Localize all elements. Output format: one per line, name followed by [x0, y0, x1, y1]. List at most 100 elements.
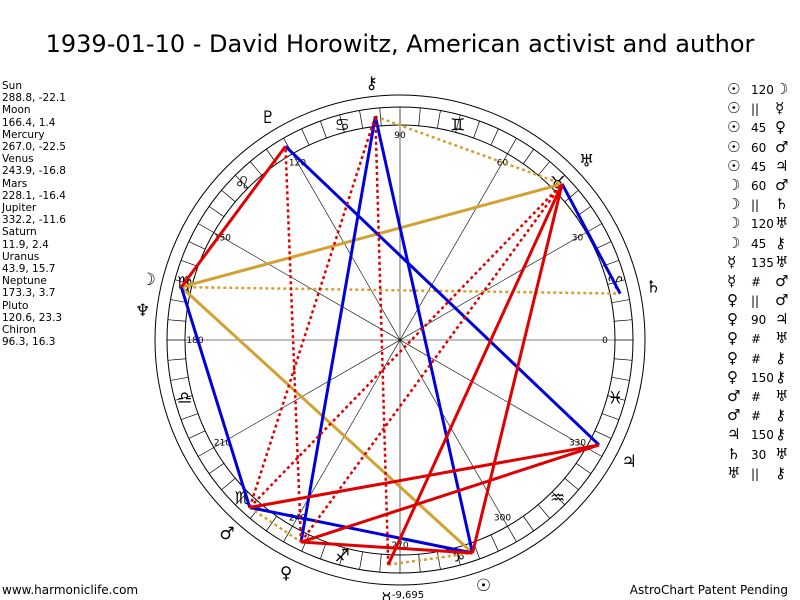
aspect-row: ☽ 60 ♂ [727, 176, 795, 195]
aspect-planet-a: ♀ [727, 367, 738, 386]
position-name: Uranus [2, 250, 40, 263]
aspect-symbol: 120 [751, 217, 774, 232]
aspect-symbol: 135 [751, 255, 774, 270]
aspect-row: ☉ 60 ♂ [727, 138, 795, 157]
aspect-planet-a: ♀ [727, 348, 738, 367]
aspect-row: ♀ || ♂ [727, 291, 795, 310]
outer-circle [154, 94, 646, 586]
position-name: Moon [2, 104, 31, 117]
aspect-symbol: 150 [751, 370, 774, 385]
aspect-row: ♀ 90 ♃ [727, 310, 795, 329]
aspect-row: ☉ 120☽ [727, 80, 795, 99]
degree-label: 150 [214, 234, 231, 244]
aspect-symbol: || [751, 294, 760, 309]
aspect-planet-b: ⚷ [775, 233, 786, 252]
planet-saturn-icon: ♄ [646, 278, 661, 298]
aspect-line [471, 183, 564, 554]
aspect-planet-b: ☽ [775, 80, 789, 98]
aspect-planet-b: ♅ [775, 252, 789, 271]
aspect-row: ♂ # ♅ [727, 387, 795, 406]
aspect-line [386, 183, 564, 566]
degree-tick [319, 120, 327, 139]
aspect-symbol: 60 [751, 140, 767, 155]
aspect-planet-b: ⚷ [775, 348, 786, 367]
footer-patent: AstroChart Patent Pending [629, 583, 788, 597]
extra-label: -9,695 [392, 590, 424, 600]
planet-mars-icon: ♂ [219, 524, 234, 544]
position-value: 332.2, -11.6 [2, 214, 66, 227]
aspect-planet-b: ♂ [775, 175, 789, 194]
planet-uranus-icon: ♅ [579, 151, 594, 171]
aspect-symbol: 45 [751, 159, 767, 174]
degree-tick [507, 138, 517, 154]
aspect-planet-b: ♅ [775, 329, 789, 348]
degree-tick [586, 223, 602, 233]
aspect-planet-a: ♅ [727, 463, 741, 482]
aspect-planet-a: ☽ [727, 195, 741, 214]
degree-tick [180, 413, 199, 421]
sign-gemini-icon: ♊ [450, 116, 465, 136]
aspect-symbol: 150 [751, 428, 774, 443]
aspect-planet-a: ☽ [727, 233, 741, 252]
degree-tick [221, 477, 236, 491]
degree-label: 90 [394, 131, 406, 141]
position-name: Sun [2, 80, 22, 92]
degree-tick [436, 110, 441, 129]
position-value: 43.9, 15.7 [2, 263, 56, 276]
degree-tick [339, 114, 345, 133]
degree-tick [418, 554, 421, 573]
planet-pluto-icon: ♇ [261, 108, 276, 128]
aspect-line [374, 115, 563, 186]
aspect-line [299, 116, 377, 543]
planet-sun-icon: ☉ [476, 576, 491, 596]
degree-tick [221, 189, 236, 203]
position-name: Mercury [2, 128, 45, 141]
degree-tick [607, 395, 626, 401]
degree-tick [537, 504, 551, 519]
aspect-symbol: || [751, 466, 760, 481]
degree-tick [551, 491, 566, 506]
spoke-line [213, 232, 587, 448]
aspect-planet-a: ☉ [727, 118, 741, 137]
chart-title: 1939-01-10 - David Horowitz, American ac… [45, 30, 755, 58]
degree-tick [418, 107, 421, 126]
aspect-planet-a: ♀ [727, 329, 738, 348]
aspect-line [181, 285, 621, 295]
position-value: 120.6, 23.3 [2, 311, 63, 324]
degree-tick [174, 395, 193, 401]
aspect-planet-b: ♀ [775, 118, 786, 137]
position-value: 243.9, -16.8 [2, 165, 66, 178]
aspect-planet-b: ♂ [775, 271, 789, 290]
position-value: 288.8, -22.1 [2, 92, 66, 105]
aspect-planet-a: ♂ [727, 387, 741, 405]
aspect-symbol: 120 [751, 83, 774, 97]
aspect-planet-b: ⚷ [775, 425, 786, 444]
degree-tick [436, 551, 441, 570]
planet-venus-icon: ♀ [280, 564, 292, 584]
degree-tick [283, 526, 293, 542]
aspect-planet-a: ♃ [727, 425, 741, 444]
planet-chiron-icon: ⚷ [365, 74, 377, 94]
sign-sagittarius-icon: ♐ [335, 546, 350, 566]
aspect-planet-b: ☿ [775, 99, 785, 118]
degree-tick [490, 128, 499, 146]
position-name: Mars [2, 177, 28, 190]
aspect-symbol: # [751, 332, 762, 347]
sign-cancer-icon: ♋ [335, 116, 350, 136]
aspect-planet-a: ☉ [727, 99, 741, 118]
aspect-symbol: # [751, 274, 762, 289]
degree-tick [266, 515, 277, 532]
aspect-planet-b: ♅ [775, 444, 789, 463]
degree-tick [523, 515, 534, 532]
aspect-planet-a: ☽ [727, 175, 741, 194]
position-value: 166.4, 1.4 [2, 116, 56, 129]
footer-website[interactable]: www.harmoniclife.com [2, 583, 139, 597]
degree-tick [614, 319, 633, 322]
aspect-line [249, 443, 600, 509]
aspect-symbol: # [751, 409, 762, 424]
degree-tick [167, 358, 186, 361]
degree-tick [180, 259, 199, 267]
degree-label: 300 [494, 514, 511, 524]
aspect-line [248, 115, 377, 508]
